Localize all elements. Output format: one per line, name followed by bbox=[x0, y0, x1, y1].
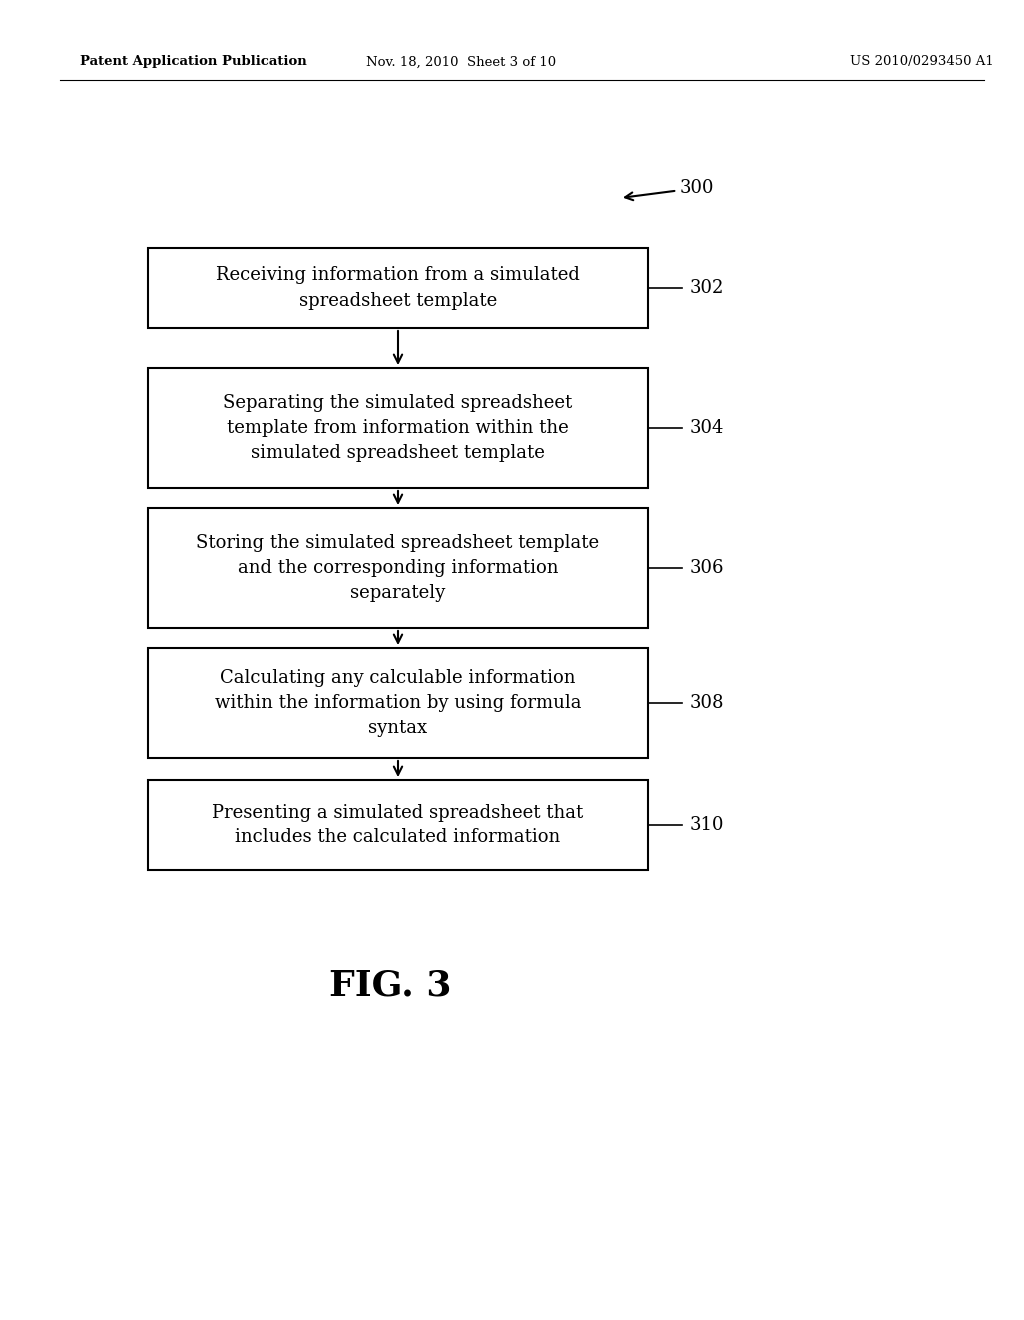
Bar bbox=[148, 248, 648, 327]
Bar bbox=[148, 780, 648, 870]
Text: 300: 300 bbox=[625, 180, 715, 201]
Bar bbox=[148, 508, 648, 628]
Text: US 2010/0293450 A1: US 2010/0293450 A1 bbox=[850, 55, 993, 69]
Text: Patent Application Publication: Patent Application Publication bbox=[80, 55, 307, 69]
Text: Calculating any calculable information
within the information by using formula
s: Calculating any calculable information w… bbox=[215, 669, 582, 737]
Text: FIG. 3: FIG. 3 bbox=[329, 968, 452, 1002]
Text: Storing the simulated spreadsheet template
and the corresponding information
sep: Storing the simulated spreadsheet templa… bbox=[197, 535, 600, 602]
Text: 302: 302 bbox=[690, 279, 724, 297]
Text: Receiving information from a simulated
spreadsheet template: Receiving information from a simulated s… bbox=[216, 267, 580, 309]
Text: 310: 310 bbox=[690, 816, 725, 834]
Bar bbox=[148, 648, 648, 758]
Text: Separating the simulated spreadsheet
template from information within the
simula: Separating the simulated spreadsheet tem… bbox=[223, 393, 572, 462]
Text: 304: 304 bbox=[690, 418, 724, 437]
Text: 308: 308 bbox=[690, 694, 725, 711]
Text: 306: 306 bbox=[690, 558, 725, 577]
Text: Nov. 18, 2010  Sheet 3 of 10: Nov. 18, 2010 Sheet 3 of 10 bbox=[366, 55, 556, 69]
Text: Presenting a simulated spreadsheet that
includes the calculated information: Presenting a simulated spreadsheet that … bbox=[212, 804, 584, 846]
Bar bbox=[148, 368, 648, 488]
